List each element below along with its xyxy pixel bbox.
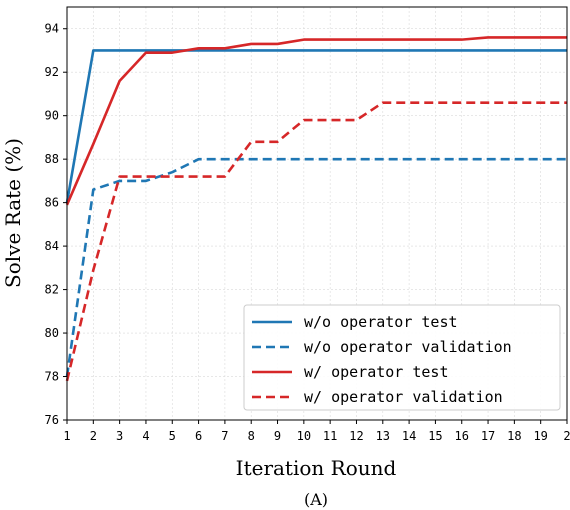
- series-line-2: [65, 36, 567, 206]
- series-line-3: [65, 101, 567, 382]
- y-tick-label: 92: [45, 65, 59, 79]
- legend-box: [243, 304, 561, 411]
- y-tick-label: 84: [45, 239, 59, 253]
- x-tick-label: 9: [274, 429, 281, 443]
- x-tick-label: 17: [481, 429, 495, 443]
- x-tick-label: 11: [323, 429, 337, 443]
- legend: w/o operator test w/o operator validation…: [243, 304, 561, 411]
- y-tick-label: 76: [45, 413, 59, 427]
- x-tick-label: 1: [63, 429, 70, 443]
- y-tick-label: 88: [45, 152, 59, 166]
- plot-frame: [66, 6, 568, 421]
- x-tick-label: 16: [455, 429, 469, 443]
- x-tick-label: 5: [169, 429, 176, 443]
- series-line-0: [65, 49, 567, 203]
- series-layer: [65, 36, 567, 382]
- x-tick-label: 10: [297, 429, 311, 443]
- x-tick-label: 2: [90, 429, 97, 443]
- x-tick-label: 13: [376, 429, 390, 443]
- x-tick-label: 12: [349, 429, 363, 443]
- y-axis: 76 78 80 82 84 86 88 90 92 94: [45, 22, 67, 427]
- x-tick-label: 6: [195, 429, 202, 443]
- x-tick-label: 4: [142, 429, 149, 443]
- y-tick-label: 78: [45, 370, 59, 384]
- x-tick-label: 7: [221, 429, 228, 443]
- x-tick-label: 3: [116, 429, 123, 443]
- legend-label: w/ operator validation: [304, 388, 503, 406]
- x-axis-title: Iteration Round: [236, 456, 397, 480]
- x-tick-label: 19: [533, 429, 547, 443]
- y-tick-label: 94: [45, 22, 59, 36]
- figure-caption: (A): [304, 490, 328, 509]
- x-tick-label: 2: [563, 429, 570, 443]
- x-tick-label: 14: [402, 429, 416, 443]
- legend-label: w/o operator test: [304, 313, 458, 331]
- legend-label: w/ operator test: [304, 363, 449, 381]
- y-tick-label: 86: [45, 196, 59, 210]
- legend-label: w/o operator validation: [304, 338, 512, 356]
- x-tick-label: 18: [507, 429, 521, 443]
- y-tick-label: 82: [45, 283, 59, 297]
- y-tick-label: 90: [45, 109, 59, 123]
- x-axis: 1 2 3 4 5 6 7 8 9 10 11 12 13 14 15 16 17 18 19 2: [63, 420, 570, 443]
- y-axis-title: Solve Rate (%): [1, 138, 25, 288]
- y-tick-label: 80: [45, 326, 59, 340]
- x-tick-label: 8: [248, 429, 255, 443]
- x-tick-label: 15: [428, 429, 442, 443]
